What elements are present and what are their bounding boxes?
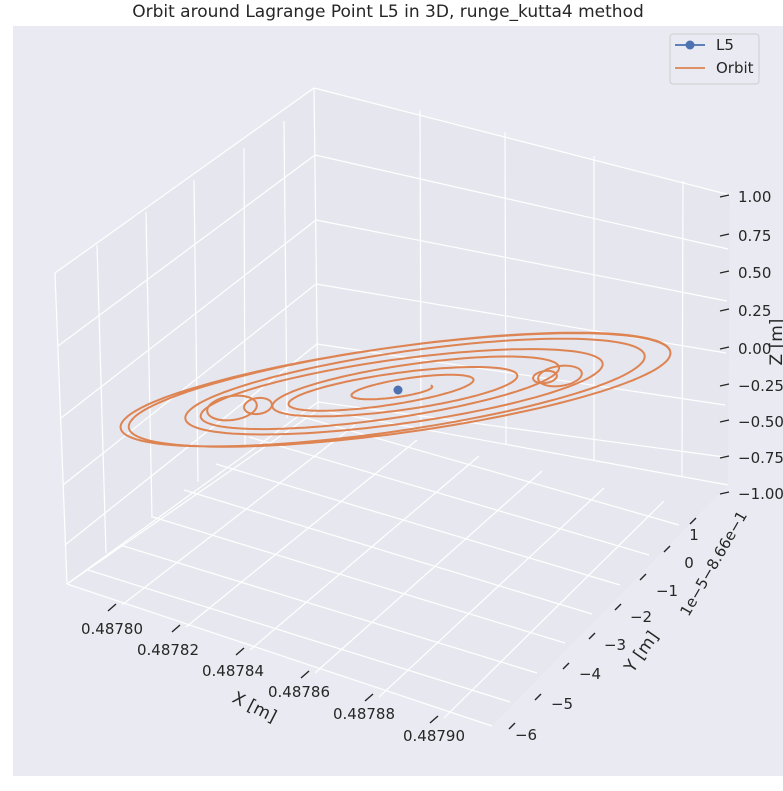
y-tick-mark — [663, 545, 671, 553]
grid-line-floor-y — [66, 583, 493, 727]
pane-left — [55, 88, 318, 584]
grid-line-floor-x — [185, 439, 418, 628]
grid-line-left-horizontal — [62, 283, 317, 486]
orbit-layer — [119, 331, 672, 448]
z-tick-label: −0.75 — [738, 449, 783, 467]
grid-line-floor-x — [443, 500, 665, 719]
z-tick-mark — [719, 455, 730, 459]
y-tick-label: −3 — [604, 636, 626, 654]
y-tick-label: −2 — [630, 608, 652, 626]
z-tick-label: 0.25 — [738, 302, 771, 320]
l5-point-marker — [393, 385, 403, 395]
z-tick-label: −0.50 — [738, 413, 783, 431]
legend-l5-marker — [685, 40, 695, 50]
grid-line-left-vertical — [54, 272, 68, 585]
orbit-curl — [243, 396, 273, 416]
x-tick-label: 0.48782 — [137, 641, 199, 659]
orbit-curl — [537, 364, 583, 388]
y-tick-mark — [639, 573, 647, 581]
x-tick-label: 0.48780 — [81, 620, 143, 638]
y-tick-label: −6 — [515, 726, 537, 744]
z-tick-label: 0.75 — [738, 227, 771, 245]
grid-line-floor-y — [152, 516, 566, 644]
z-tick-mark — [719, 346, 730, 350]
z-tick-label: −0.25 — [738, 377, 783, 395]
grid-line-left-vertical — [193, 179, 199, 483]
pane-back — [314, 88, 730, 485]
z-tick-mark — [719, 383, 730, 387]
y-tick-label: −4 — [579, 665, 601, 683]
x-tick-label: 0.48790 — [403, 727, 465, 745]
z-tick-mark — [719, 491, 730, 495]
z-tick-mark — [719, 419, 730, 423]
y-tick-label: −1 — [656, 582, 678, 600]
grid-line-floor-y — [248, 436, 650, 556]
grid-line-back-horizontal — [315, 219, 728, 302]
grid-line-back-vertical — [504, 131, 507, 445]
grid-line-floor-y — [317, 409, 729, 486]
grid-line-left-horizontal — [57, 154, 316, 347]
z-tick-label: 0.50 — [738, 264, 771, 282]
z-tick-label: −1.00 — [738, 485, 783, 503]
orbit-curl — [532, 369, 558, 385]
chart-title: Orbit around Lagrange Point L5 in 3D, ru… — [132, 2, 644, 22]
y-tick-mark — [689, 517, 697, 525]
grid-line-back-vertical — [681, 180, 684, 477]
legend-l5-label: L5 — [716, 36, 734, 54]
z-tick-mark — [719, 233, 730, 237]
x-tick-mark — [235, 647, 245, 656]
orbit-curl — [206, 394, 258, 422]
grid-line-floor-x — [249, 455, 480, 651]
grid-line-floor-y — [183, 489, 593, 615]
grid-line-left-vertical — [145, 211, 153, 519]
z-tick-mark — [719, 270, 730, 274]
grid-line-back-horizontal — [313, 87, 731, 196]
x-tick-label: 0.48784 — [202, 662, 264, 680]
y-tick-mark — [508, 722, 516, 730]
grid-line-floor-y — [87, 569, 511, 703]
grid-line-floor-x — [378, 487, 605, 698]
y-tick-mark — [562, 662, 570, 670]
grid-line-back-vertical — [313, 87, 319, 411]
x-tick-mark — [107, 603, 117, 612]
y-tick-label: 1 — [689, 526, 699, 544]
y-tick-label: −5 — [551, 695, 573, 713]
pane-floor — [67, 410, 728, 726]
z-tick-label: 1.00 — [738, 188, 771, 206]
legend: L5 Orbit — [669, 33, 760, 85]
y-tick-mark — [588, 632, 596, 640]
grid-line-back-horizontal — [314, 154, 729, 250]
z-axis-label: Z [m] — [767, 319, 783, 366]
grid-line-left-vertical — [96, 244, 107, 554]
y-tick-mark — [614, 603, 622, 611]
x-tick-mark — [364, 693, 374, 702]
axis-panes — [55, 88, 730, 726]
y-tick-mark — [534, 693, 542, 701]
grid-line-floor-y — [119, 544, 538, 674]
grid-line-left-horizontal — [54, 87, 315, 274]
x-tick-mark — [429, 715, 439, 724]
grid-line-floor-y — [215, 463, 621, 586]
grid-lines — [54, 87, 731, 727]
orbit-path — [119, 331, 672, 448]
x-tick-mark — [171, 624, 181, 633]
y-tick-label: 0 — [684, 554, 694, 572]
x-tick-label: 0.48786 — [268, 683, 330, 701]
grid-line-left-horizontal — [60, 219, 317, 419]
z-tick-mark — [719, 194, 730, 198]
grid-line-back-vertical — [419, 109, 422, 429]
z-tick-mark — [719, 308, 730, 312]
grid-line-floor-x — [66, 409, 319, 585]
grid-line-floor-x — [314, 470, 543, 674]
grid-line-floor-x — [121, 424, 356, 606]
x-tick-mark — [300, 670, 310, 679]
x-tick-label: 0.48788 — [333, 705, 395, 723]
legend-orbit-label: Orbit — [716, 59, 754, 77]
z-tick-label: 0.00 — [738, 340, 771, 358]
